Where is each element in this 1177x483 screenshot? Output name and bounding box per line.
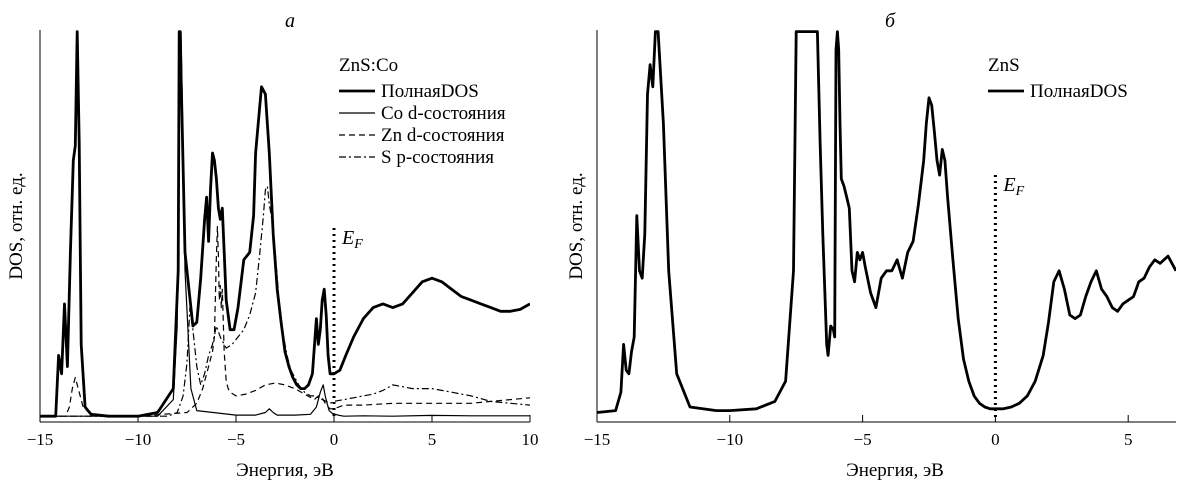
- legend-label-a-thin: Co d-состояния: [381, 103, 506, 124]
- chart-panel-b: −15 −10 −5 0 5 EF б Энергия, эВ DOS, отн. ед…: [566, 10, 1176, 481]
- x-tick-label-a: 10: [522, 430, 539, 449]
- legend-label-a-dashdot: S p-состояния: [381, 147, 494, 168]
- x-tick-label-b: −10: [717, 430, 744, 449]
- x-tick-label-b: 0: [991, 430, 1000, 449]
- x-tick-label-a: 0: [330, 430, 339, 449]
- series-line-b-thick: [597, 30, 1176, 414]
- legend-label-a-dashed: Zn d-состояния: [381, 125, 505, 146]
- fermi-label-a: EF: [341, 227, 363, 252]
- legend-title-b: ZnS: [988, 55, 1020, 76]
- fermi-label-b: EF: [1002, 174, 1024, 199]
- x-tick-label-b: −5: [854, 430, 872, 449]
- series-line-a-dashed: [40, 226, 530, 417]
- legend-title-a: ZnS:Co: [339, 55, 398, 76]
- legend-b: ZnS ПолнаяDOS: [988, 55, 1128, 102]
- series-line-a-dashdot: [40, 185, 530, 417]
- panel-label-a: а: [285, 10, 295, 32]
- x-tick-label-a: −15: [27, 430, 54, 449]
- legend-label-b-thick: ПолнаяDOS: [1030, 81, 1128, 102]
- x-tick-label-a: 5: [428, 430, 437, 449]
- panel-label-b: б: [885, 10, 896, 32]
- series-line-a-thin: [40, 31, 530, 417]
- x-tick-label-a: −5: [227, 430, 245, 449]
- legend-label-a-thick: ПолнаяDOS: [381, 81, 479, 102]
- x-tick-label-b: −15: [584, 430, 611, 449]
- y-axis-label-b: DOS, отн. ед.: [566, 172, 587, 279]
- x-tick-label-a: −10: [125, 430, 152, 449]
- x-axis-label-b: Энергия, эВ: [846, 460, 944, 481]
- y-axis-label-a: DOS, отн. ед.: [6, 172, 27, 279]
- chart-panel-a: −15 −10 −5 0 5 10 EF а Энергия, эВ DOS, отн. …: [6, 10, 539, 481]
- x-tick-label-b: 5: [1124, 430, 1133, 449]
- x-axis-label-a: Энергия, эВ: [236, 460, 334, 481]
